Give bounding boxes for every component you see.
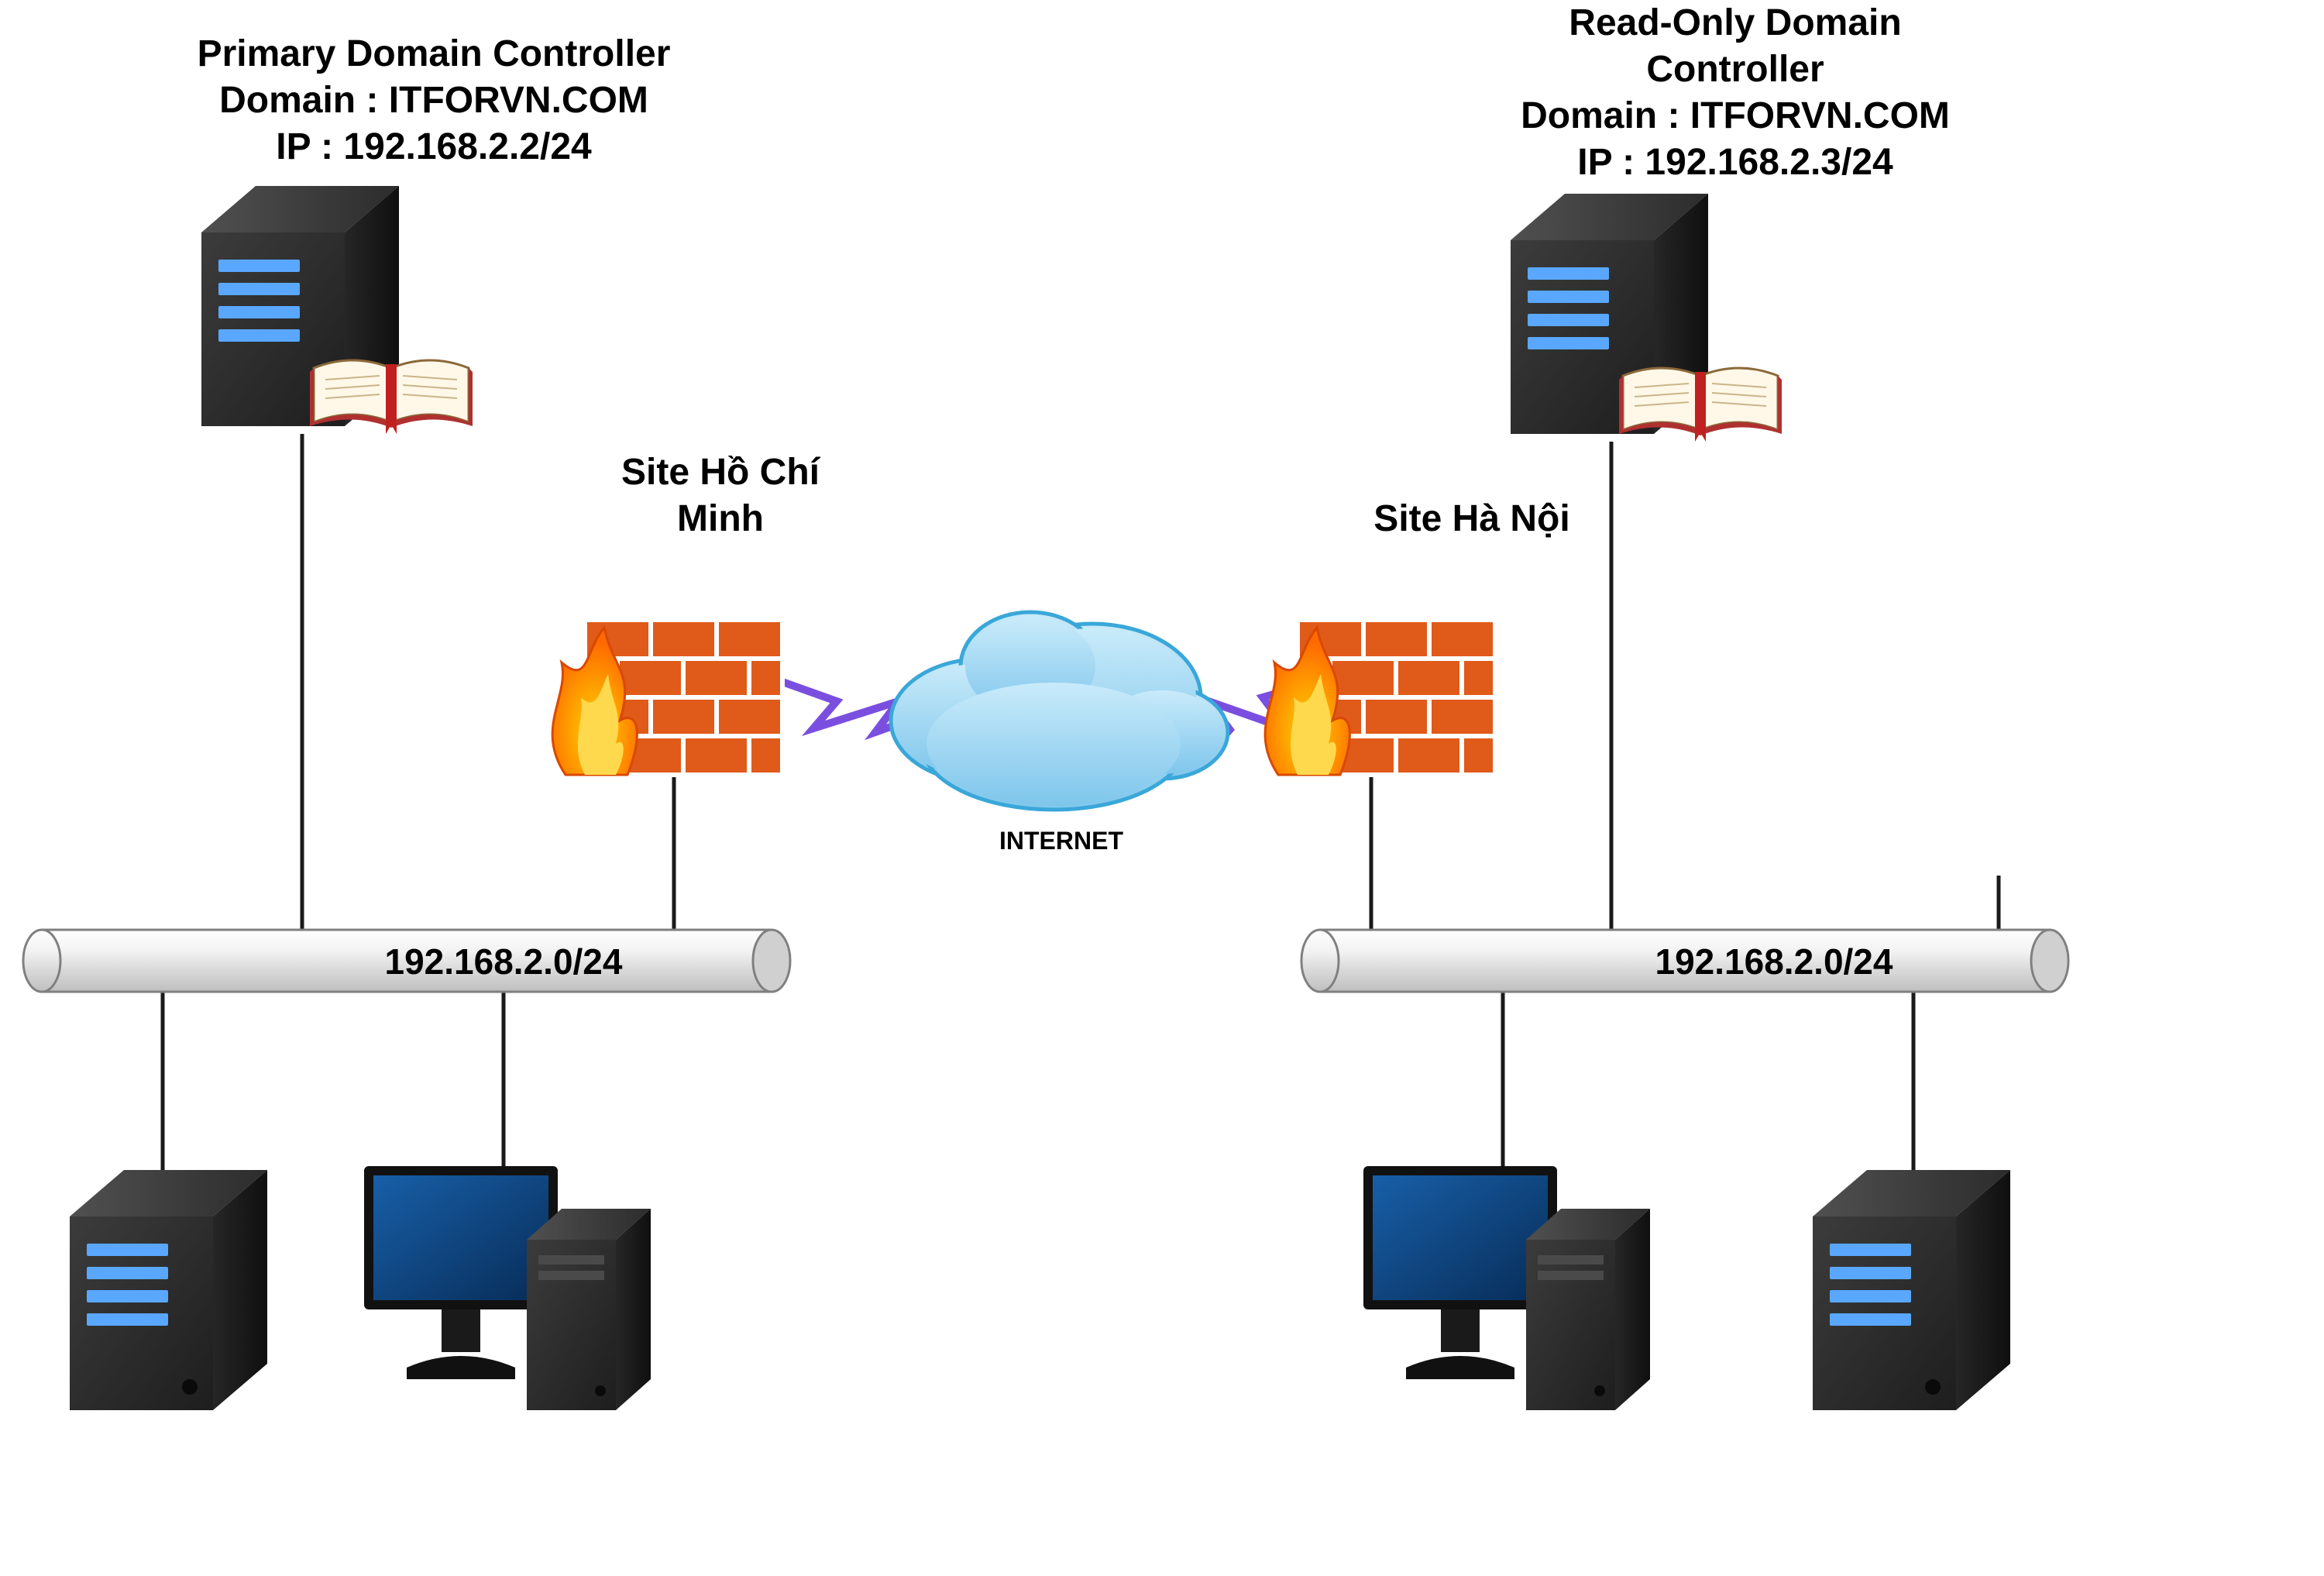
server-bottom-right-icon — [1813, 1170, 2010, 1410]
firewall-left-icon — [552, 620, 782, 775]
label-internet: INTERNET — [922, 825, 1201, 856]
internet-cloud-icon — [891, 612, 1228, 810]
label-primary-dc: Primary Domain Controller Domain : ITFOR… — [85, 31, 782, 170]
diagram-stage — [0, 0, 2324, 1576]
label-subnet-right: 192.168.2.0/24 — [1557, 941, 1991, 982]
workstation-left-icon — [364, 1166, 651, 1410]
firewall-right-icon — [1265, 620, 1495, 775]
label-site-right: Site Hà Nội — [1278, 496, 1666, 542]
label-site-left: Site Hồ Chí Minh — [527, 449, 914, 542]
label-subnet-left: 192.168.2.0/24 — [287, 941, 720, 982]
label-rodc: Read-Only Domain Controller Domain : ITF… — [1387, 0, 2084, 186]
nodes-group — [70, 186, 2010, 1410]
workstation-right-icon — [1363, 1166, 1650, 1410]
server-bottom-left-icon — [70, 1170, 267, 1410]
